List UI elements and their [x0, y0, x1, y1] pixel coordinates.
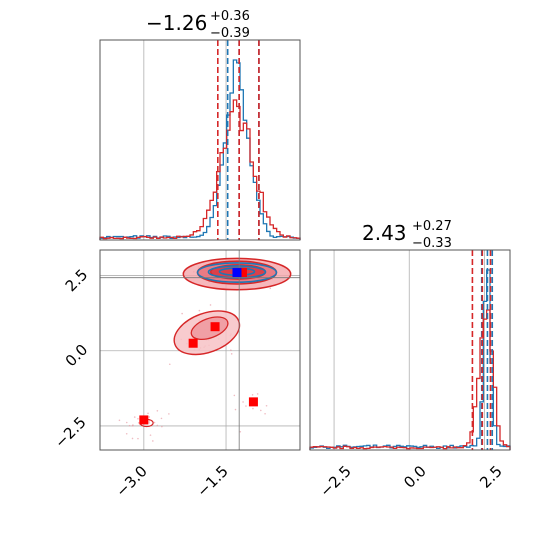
joint-sample-dot: [265, 404, 268, 407]
joint-sample-dot: [161, 425, 163, 428]
hist-y-x-tick-label: 2.5: [476, 462, 506, 492]
joint-sample-dot: [125, 432, 128, 435]
hist-x-title-value: −1.26: [146, 11, 207, 35]
joint-x-ticks: −3.0 −1.5: [112, 462, 231, 500]
hist-x-title-plus: +0.36: [210, 9, 250, 24]
hist-y-x-tick-label: −2.5: [316, 462, 354, 500]
joint-sample-dot: [128, 424, 131, 427]
joint-sample-dot: [156, 424, 159, 427]
joint-point-red: [139, 415, 149, 425]
joint-sample-dot: [153, 421, 156, 424]
joint-sample-dot: [209, 304, 212, 306]
hist-y-histograms: [309, 269, 511, 450]
joint-sample-dot: [198, 309, 201, 312]
joint-sample-dot: [152, 440, 154, 442]
joint-sample-dot: [148, 420, 150, 422]
joint-point-red: [237, 268, 247, 278]
joint-sample-dot: [148, 416, 151, 418]
joint-y-tick-label: −2.5: [51, 413, 89, 451]
joint-sample-dot: [230, 349, 232, 351]
joint-contour-blue-outer: [196, 262, 278, 283]
joint-sample-dot: [137, 437, 139, 440]
joint-crosshair: [100, 250, 300, 450]
joint-points: [139, 268, 258, 425]
joint-sample-dot: [260, 409, 262, 412]
joint-sample-dot: [245, 405, 247, 407]
hist-x-title: −1.26: [146, 11, 207, 35]
joint-sample-dot: [233, 394, 236, 397]
hist-x-hist-red: [99, 99, 301, 240]
joint-sample-dot: [264, 412, 266, 415]
hist-y-panel: 2.43 +0.27 −0.33 −2.5 0.0 2.5: [309, 219, 511, 501]
joint-sample-dot: [168, 363, 171, 366]
joint-point-blue: [232, 268, 242, 278]
hist-y-title-plus: +0.27: [412, 219, 452, 234]
joint-panel: −3.0 −1.5 2.5 0.0 −2.5: [51, 249, 301, 501]
hist-y-title-value: 2.43: [362, 221, 407, 245]
joint-sample-dot: [125, 421, 128, 424]
joint-sample-dot: [160, 417, 163, 420]
joint-sample-dot: [137, 422, 140, 424]
hist-x-histograms: [99, 59, 301, 240]
joint-sample-dot: [118, 419, 121, 422]
joint-sample-dot: [256, 393, 259, 395]
joint-sample-dot: [168, 413, 170, 415]
joint-frame: [99, 249, 301, 451]
hist-x-frame: [99, 39, 301, 241]
hist-x-quantile-lines: [217, 40, 260, 240]
joint-x-tick-label: −3.0: [112, 462, 150, 500]
joint-sample-dot: [239, 430, 242, 433]
hist-y-frame: [309, 249, 511, 451]
hist-y-x-ticks: −2.5 0.0 2.5: [316, 462, 505, 500]
joint-x-tick-label: −1.5: [193, 462, 231, 500]
joint-point-red: [188, 338, 198, 348]
joint-sample-dot: [269, 287, 272, 290]
joint-sample-dot: [242, 401, 244, 403]
joint-sample-dot: [230, 353, 233, 355]
joint-point-red: [248, 397, 258, 407]
hist-y-x-tick-label: 0.0: [400, 462, 430, 492]
hist-y-hist-red: [309, 309, 511, 450]
joint-sample-dot: [132, 424, 134, 426]
joint-y-tick-label: 2.5: [62, 266, 92, 296]
joint-sample-dot: [147, 412, 149, 415]
hist-x-panel: −1.26 +0.36 −0.39: [99, 9, 301, 241]
joint-sample-dot: [137, 417, 139, 420]
joint-sample-dot: [133, 416, 136, 418]
joint-sample-dot: [181, 312, 183, 315]
joint-point-red: [210, 322, 220, 332]
hist-x-title-minus: −0.39: [210, 26, 250, 41]
hist-y-grid: [333, 250, 485, 450]
joint-sample-dot: [156, 409, 159, 412]
joint-y-tick-label: 0.0: [62, 341, 92, 371]
joint-sample-dot: [252, 407, 254, 410]
hist-y-title-minus: −0.33: [412, 236, 452, 251]
joint-sample-dot: [234, 408, 237, 411]
joint-sample-dot: [149, 434, 152, 436]
hist-x-hist-blue: [99, 59, 301, 240]
hist-y-quantile-lines: [471, 250, 494, 450]
joint-contours: [139, 257, 292, 428]
joint-y-ticks: 2.5 0.0 −2.5: [51, 266, 91, 452]
joint-sample-dot: [251, 394, 254, 396]
joint-sample-dot: [148, 422, 150, 424]
joint-sample-dot: [131, 437, 134, 440]
hist-y-title: 2.43: [362, 221, 407, 245]
